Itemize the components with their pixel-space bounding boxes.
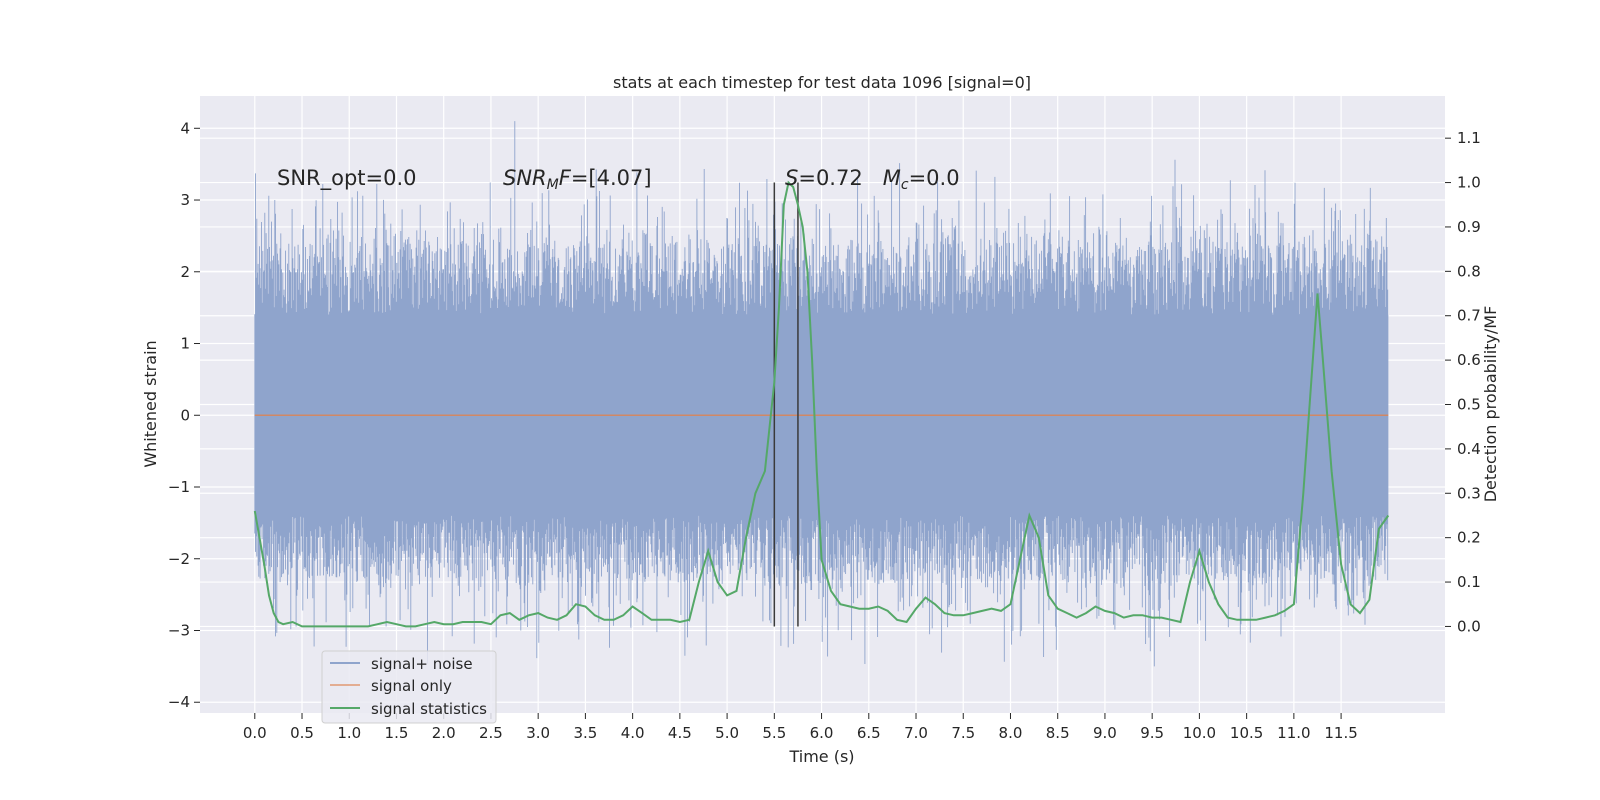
annotation-part: M [883, 166, 901, 190]
x-tick-label: 11.5 [1324, 724, 1357, 742]
x-tick-label: 3.5 [573, 724, 597, 742]
x-tick-label: 7.5 [951, 724, 975, 742]
y-axis-right-ticks: 1.1 1.0 0.9 0.8 0.7 0.6 0.5 0.4 0.3 0.2 0.1 0.0 [1445, 129, 1481, 635]
y-axis-left-label: Whitened strain [141, 340, 160, 467]
annotation-part: M [547, 177, 559, 193]
legend-box [321, 650, 497, 724]
x-tick-label: 5.5 [762, 724, 786, 742]
legend-label-signal-statistics: signal statistics [371, 700, 487, 718]
noise-spikes [254, 121, 1389, 667]
x-tick-label: 10.5 [1230, 724, 1263, 742]
annotation-part: SNR [503, 166, 547, 190]
x-tick-label: 9.5 [1140, 724, 1164, 742]
y-left-tick-label: 2 [180, 263, 190, 281]
x-tick-label: 7.0 [904, 724, 928, 742]
x-tick-label: 11.0 [1277, 724, 1310, 742]
annotation-s-mc: S=0.72 Mc=0.0 [785, 166, 960, 193]
legend-label-signal-only: signal only [371, 677, 452, 695]
y-right-tick-label: 0.3 [1457, 484, 1481, 502]
y-right-tick-label: 0.9 [1457, 218, 1481, 236]
x-tick-label: 6.5 [857, 724, 881, 742]
annotation-part: =[4.07] [571, 166, 652, 190]
y-right-tick-label: 0.0 [1457, 617, 1481, 635]
x-axis-label: Time (s) [788, 747, 854, 766]
y-right-tick-label: 0.4 [1457, 440, 1481, 458]
y-axis-right-label: Detection probability/MF [1481, 306, 1500, 503]
x-tick-label: 0.5 [290, 724, 314, 742]
x-tick-label: 8.0 [999, 724, 1023, 742]
annotation-part: F [559, 166, 572, 190]
x-axis-ticks: 0.0 0.5 1.0 1.5 2.0 2.5 3.0 3.5 4.0 4.5 5.0 5.5 6.0 6… [243, 713, 1358, 742]
x-tick-label: 2.5 [479, 724, 503, 742]
x-tick-label: 10.0 [1183, 724, 1216, 742]
x-tick-label: 2.0 [432, 724, 456, 742]
y-left-tick-label: −4 [168, 693, 190, 711]
x-tick-label: 1.5 [385, 724, 409, 742]
annotation-snr-opt: SNR_opt=0.0 [277, 166, 417, 191]
x-tick-label: 3.0 [526, 724, 550, 742]
x-tick-label: 0.0 [243, 724, 267, 742]
y-left-tick-label: −2 [168, 550, 190, 568]
annotation-snr-mf: SNRMF=[4.07] [503, 166, 652, 193]
y-right-tick-label: 0.8 [1457, 262, 1481, 280]
y-right-tick-label: 0.6 [1457, 351, 1481, 369]
y-left-tick-label: 0 [180, 406, 190, 424]
annotation-part: c [901, 177, 909, 193]
y-right-tick-label: 0.5 [1457, 396, 1481, 414]
y-axis-left-ticks: 4 3 2 1 0 −1 −2 −3 −4 [168, 119, 200, 711]
y-right-tick-label: 1.1 [1457, 129, 1481, 147]
y-left-tick-label: −1 [168, 478, 190, 496]
x-tick-label: 5.0 [715, 724, 739, 742]
legend-label-signal-plus-noise: signal+ noise [371, 655, 473, 673]
y-left-tick-label: −3 [168, 621, 190, 639]
marker-lines [773, 182, 799, 627]
y-right-tick-label: 1.0 [1457, 174, 1481, 192]
annotation-part: =0.72 [798, 166, 882, 190]
x-tick-label: 8.5 [1046, 724, 1070, 742]
annotation-part: =0.0 [909, 166, 960, 190]
x-tick-label: 1.0 [337, 724, 361, 742]
x-tick-label: 4.5 [668, 724, 692, 742]
y-left-tick-label: 4 [180, 119, 190, 137]
chart-title: stats at each timestep for test data 109… [613, 73, 1031, 92]
y-right-tick-label: 0.1 [1457, 573, 1481, 591]
x-tick-label: 9.0 [1093, 724, 1117, 742]
series-signal-statistics [253, 180, 1390, 628]
legend: signal+ noise signal only signal statist… [321, 650, 497, 724]
x-tick-label: 4.0 [621, 724, 645, 742]
y-left-tick-label: 1 [180, 335, 190, 353]
y-right-tick-label: 0.2 [1457, 529, 1481, 547]
annotation-part: S [785, 166, 798, 190]
x-tick-label: 6.0 [810, 724, 834, 742]
annotation-part: SNR_opt=0.0 [277, 166, 417, 191]
signal-statistics-line [253, 180, 1390, 628]
y-left-tick-label: 3 [180, 191, 190, 209]
y-right-tick-label: 0.7 [1457, 307, 1481, 325]
